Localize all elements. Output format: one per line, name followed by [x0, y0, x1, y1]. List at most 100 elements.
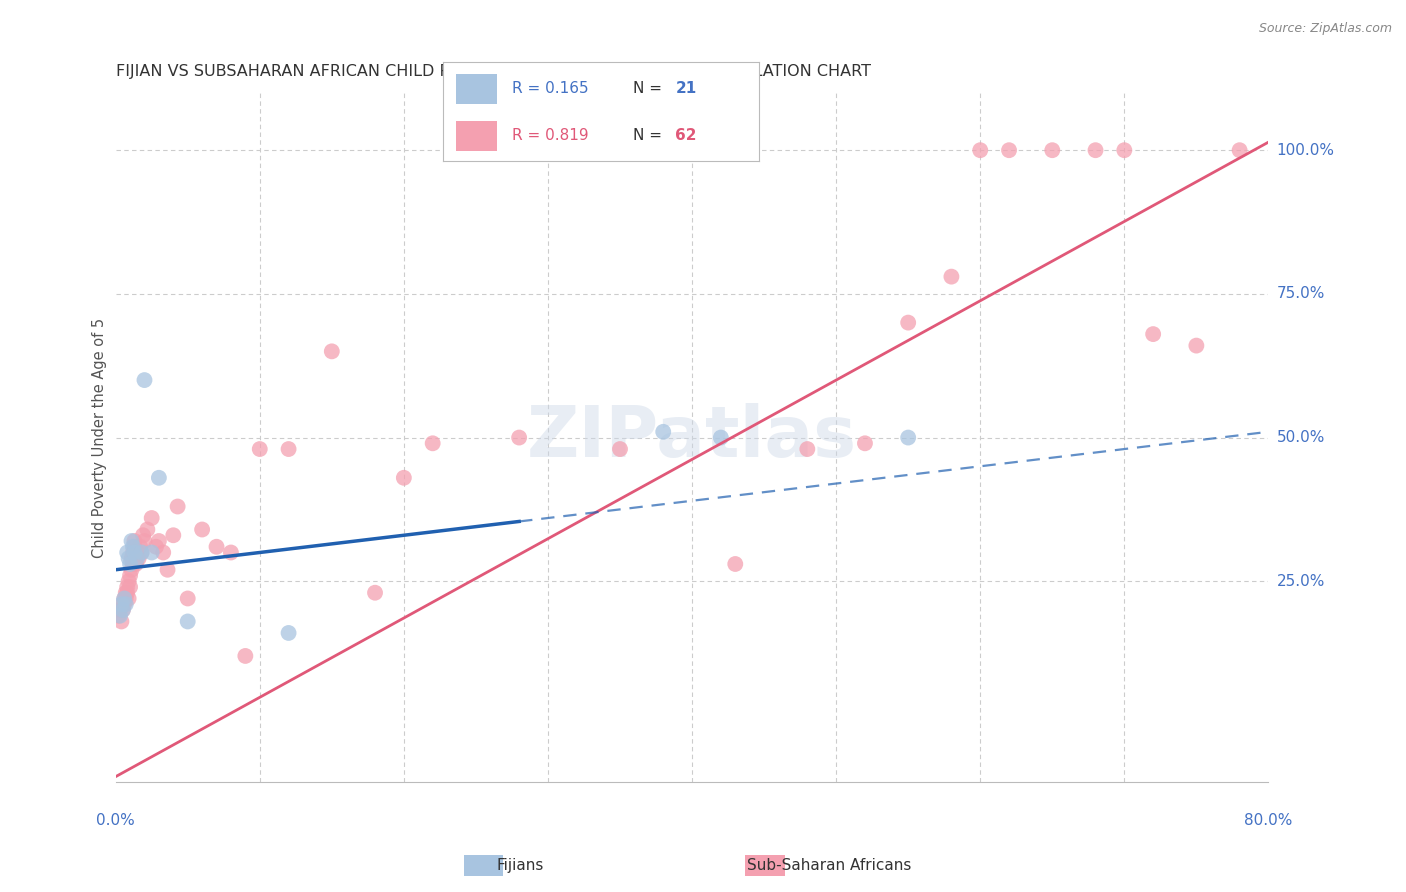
Point	[422, 436, 444, 450]
Point	[111, 597, 134, 611]
Point	[235, 648, 257, 663]
Point	[897, 431, 920, 445]
Point	[219, 545, 242, 559]
Point	[120, 568, 142, 582]
Point	[1142, 327, 1164, 342]
Point	[111, 603, 134, 617]
Point	[114, 585, 136, 599]
Text: 0.0%: 0.0%	[96, 813, 135, 828]
Point	[205, 540, 228, 554]
Point	[1185, 338, 1208, 352]
Point	[392, 471, 415, 485]
Point	[124, 545, 146, 559]
Point	[941, 269, 963, 284]
Point	[177, 591, 200, 606]
Point	[125, 557, 148, 571]
Point	[121, 551, 143, 566]
Point	[141, 511, 163, 525]
Text: R = 0.165: R = 0.165	[512, 81, 589, 96]
Point	[508, 431, 530, 445]
Point	[1114, 143, 1136, 157]
Point	[1084, 143, 1107, 157]
Text: 50.0%: 50.0%	[1277, 430, 1324, 445]
Point	[145, 540, 167, 554]
Point	[364, 585, 387, 599]
Text: 100.0%: 100.0%	[1277, 143, 1334, 158]
Point	[121, 563, 143, 577]
Point	[117, 574, 139, 589]
Text: FIJIAN VS SUBSAHARAN AFRICAN CHILD POVERTY UNDER THE AGE OF 5 CORRELATION CHART: FIJIAN VS SUBSAHARAN AFRICAN CHILD POVER…	[115, 64, 870, 79]
Point	[108, 608, 131, 623]
Point	[122, 545, 145, 559]
Point	[112, 597, 135, 611]
Point	[156, 563, 179, 577]
Point	[249, 442, 271, 456]
Text: ZIPatlas: ZIPatlas	[527, 403, 858, 472]
Text: Fijians: Fijians	[496, 858, 544, 872]
Point	[131, 545, 153, 559]
Point	[177, 615, 200, 629]
Point	[107, 608, 129, 623]
Point	[136, 523, 159, 537]
Point	[121, 534, 143, 549]
Point	[124, 540, 146, 554]
Point	[134, 534, 156, 549]
FancyBboxPatch shape	[456, 121, 496, 151]
Point	[191, 523, 214, 537]
Point	[148, 471, 170, 485]
Point	[129, 540, 152, 554]
Point	[724, 557, 747, 571]
Text: R = 0.819: R = 0.819	[512, 128, 589, 143]
Point	[1229, 143, 1251, 157]
Point	[127, 551, 149, 566]
Point	[652, 425, 675, 439]
Point	[131, 545, 153, 559]
Point	[998, 143, 1021, 157]
Point	[162, 528, 184, 542]
FancyBboxPatch shape	[456, 74, 496, 103]
Y-axis label: Child Poverty Under the Age of 5: Child Poverty Under the Age of 5	[93, 318, 107, 558]
Point	[897, 316, 920, 330]
Point	[277, 626, 299, 640]
Point	[969, 143, 991, 157]
Point	[134, 373, 156, 387]
Text: N =: N =	[633, 128, 666, 143]
Text: 25.0%: 25.0%	[1277, 574, 1324, 589]
Point	[141, 545, 163, 559]
Point	[122, 557, 145, 571]
Text: 21: 21	[675, 81, 696, 96]
Point	[124, 534, 146, 549]
Point	[111, 603, 134, 617]
Point	[117, 591, 139, 606]
Point	[110, 597, 132, 611]
Point	[112, 591, 135, 606]
Point	[110, 615, 132, 629]
Text: 62: 62	[675, 128, 697, 143]
Point	[710, 431, 733, 445]
Point	[321, 344, 343, 359]
Point	[1040, 143, 1063, 157]
Point	[112, 591, 135, 606]
Point	[152, 545, 174, 559]
Point	[128, 551, 150, 566]
Point	[114, 591, 136, 606]
Text: N =: N =	[633, 81, 666, 96]
Point	[120, 557, 142, 571]
Point	[796, 442, 818, 456]
Point	[115, 580, 138, 594]
Point	[853, 436, 876, 450]
Point	[609, 442, 631, 456]
Point	[115, 585, 138, 599]
Point	[148, 534, 170, 549]
Text: 75.0%: 75.0%	[1277, 286, 1324, 301]
Point	[127, 545, 149, 559]
Point	[114, 597, 136, 611]
Point	[120, 580, 142, 594]
Text: 80.0%: 80.0%	[1244, 813, 1292, 828]
Point	[117, 551, 139, 566]
Point	[108, 603, 131, 617]
Point	[277, 442, 299, 456]
Point	[132, 528, 155, 542]
Point	[166, 500, 188, 514]
Point	[122, 540, 145, 554]
